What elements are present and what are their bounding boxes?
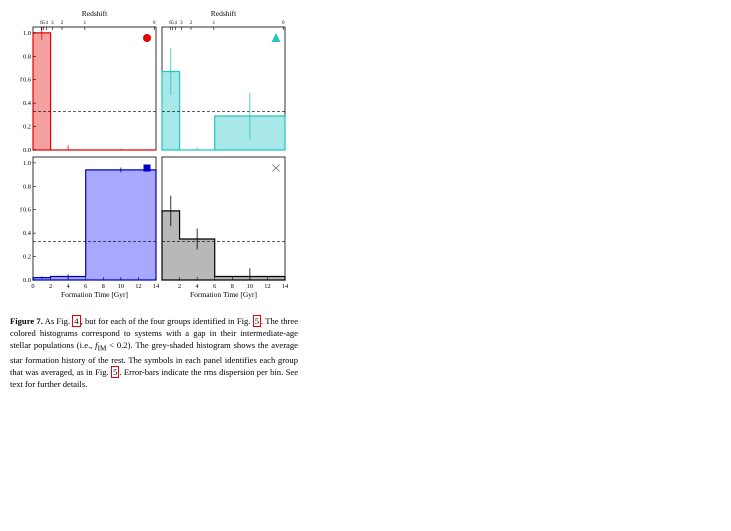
cross-icon (272, 164, 280, 172)
panel-frame (32, 26, 157, 151)
caption-text-1: As Fig. (44, 316, 71, 326)
caption-text-2: , but for each of the four groups identi… (80, 316, 251, 326)
x-tick-label: 0 (31, 283, 34, 290)
figure-ref-link[interactable]: 4 (72, 315, 81, 327)
x-tick-label: 10 (118, 283, 124, 290)
square-icon (143, 164, 151, 172)
top-axis-title: Redshift (82, 9, 108, 18)
x-tick-label: 12 (264, 283, 270, 290)
x-tick-label: 10 (247, 283, 253, 290)
x-tick-label: 2 (178, 283, 181, 290)
x-tick-label: 8 (231, 283, 234, 290)
y-tick-label: 0.0 (23, 277, 31, 284)
top-axis-tick-label: 2 (61, 21, 64, 26)
circle-icon (143, 34, 151, 42)
y-tick-label: 0.4 (23, 230, 32, 237)
top-axis-tick-label: 1 (213, 21, 216, 26)
math-subscript: IM (97, 344, 107, 353)
caption-label: Figure 7. (10, 316, 43, 326)
x-tick-label: 14 (153, 283, 160, 290)
top-axis-tick-label: 5 (171, 21, 174, 26)
caption-text-3: . The three colored histograms correspon… (10, 316, 299, 350)
top-axis-tick-label: 3 (180, 21, 183, 26)
y-tick-label: 0.2 (23, 124, 31, 131)
x-tick-label: 4 (196, 283, 200, 290)
y-axis-label: f (20, 207, 23, 214)
y-tick-label: 0.8 (23, 183, 31, 190)
x-tick-label: 14 (282, 283, 289, 290)
top-axis-tick-label: 4 (174, 21, 177, 26)
y-tick-label: 0.4 (23, 100, 32, 107)
top-axis-tick-label: 5 (42, 21, 45, 26)
y-tick-label: 0.6 (23, 207, 31, 214)
top-axis-tick-label: 4 (45, 21, 48, 26)
y-tick-label: 1.0 (23, 160, 31, 167)
top-axis-title: Redshift (211, 9, 237, 18)
math-symbol: f (95, 339, 98, 350)
x-tick-label: 6 (213, 283, 216, 290)
top-axis-tick-label: 1 (84, 21, 87, 26)
y-tick-label: 1.0 (23, 30, 31, 37)
x-axis-title: Formation Time [Gyr] (61, 290, 128, 299)
top-axis-tick-label: 0 (153, 21, 156, 26)
top-axis-tick-label: 0 (282, 21, 285, 26)
histogram-bar (32, 32, 156, 151)
x-tick-label: 4 (67, 283, 71, 290)
top-axis-tick-label: 6 (40, 21, 43, 26)
histogram-bar (32, 169, 157, 281)
figure-ref-link[interactable]: 5 (111, 365, 120, 378)
caption-text-5: . Error-bars indicate the rms dispersion… (10, 366, 299, 389)
y-axis-label: f (20, 77, 23, 84)
histogram-bar (161, 210, 286, 281)
x-tick-label: 8 (102, 283, 105, 290)
caption-text-4: < 0.2). The grey-shaded histogram shows … (10, 339, 298, 377)
x-tick-label: 12 (135, 283, 141, 290)
triangle-icon (271, 33, 281, 42)
histogram-bar (161, 70, 286, 151)
figure-ref-link[interactable]: 5 (252, 315, 261, 327)
top-axis-tick-label: 2 (190, 21, 193, 26)
top-axis-tick-label: 3 (51, 21, 54, 26)
y-tick-label: 0.8 (23, 53, 31, 60)
y-tick-label: 0.6 (23, 77, 31, 84)
y-tick-label: 0.0 (23, 147, 31, 154)
x-tick-label: 6 (84, 283, 87, 290)
y-tick-label: 0.2 (23, 254, 31, 261)
x-axis-title: Formation Time [Gyr] (190, 290, 257, 299)
figure-caption: Figure 7. As Fig. 4, but for each of the… (10, 315, 299, 391)
x-tick-label: 2 (49, 283, 52, 290)
top-axis-tick-label: 6 (169, 21, 172, 26)
